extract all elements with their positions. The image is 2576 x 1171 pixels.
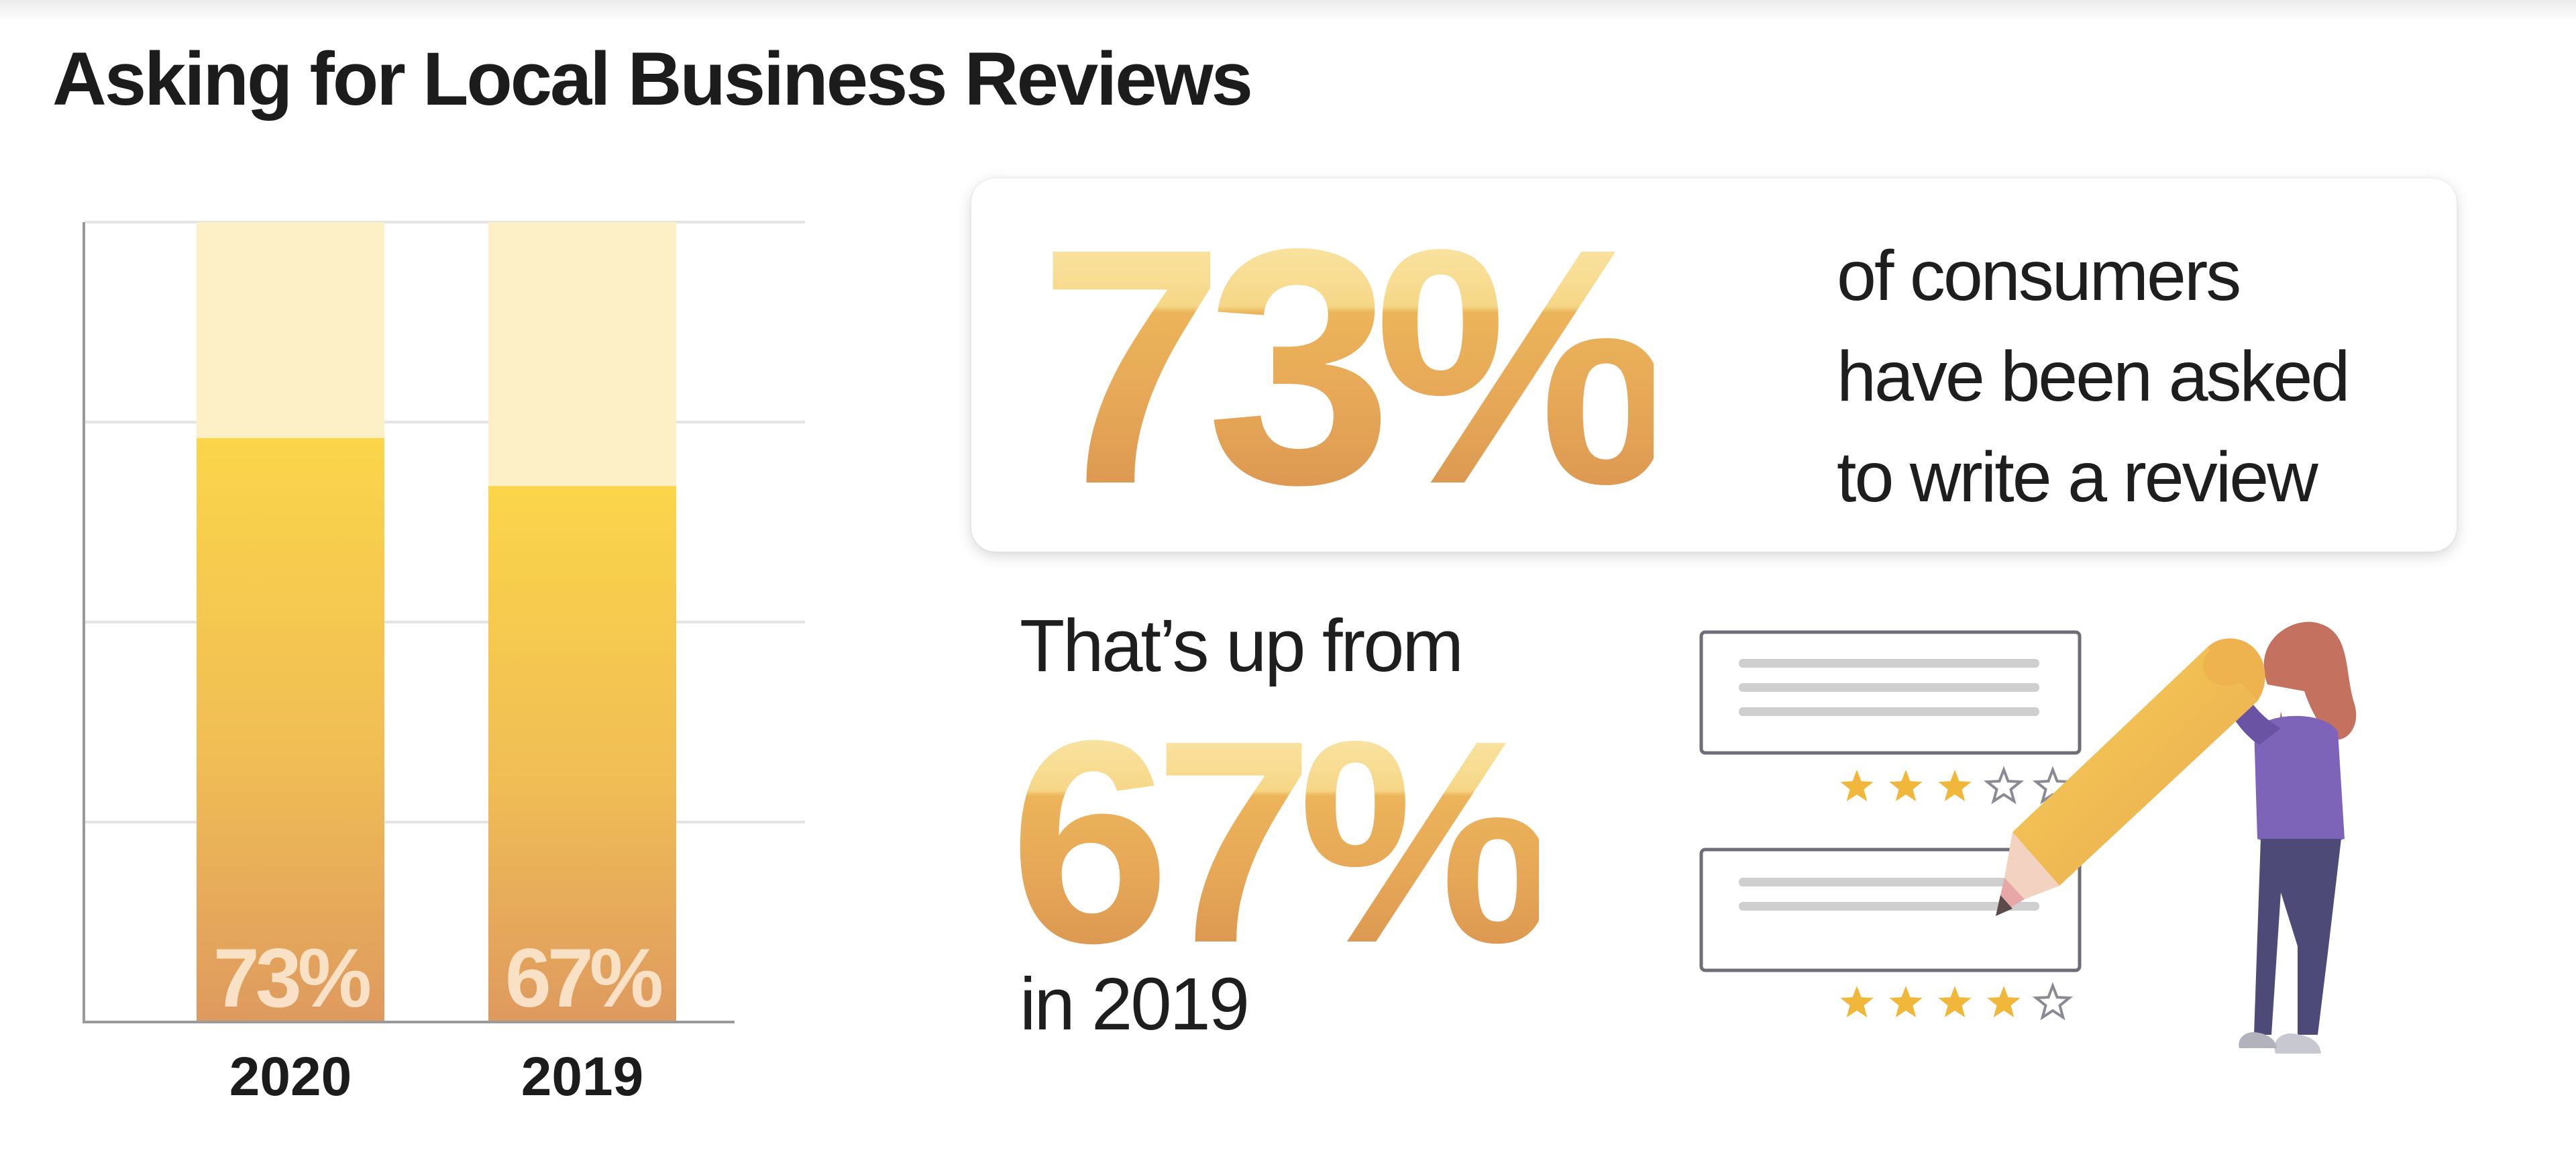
stat-big-value: 73% [1038,179,1672,554]
hand [2203,646,2249,686]
top-band [0,0,2576,23]
chart-title: Asking for Local Business Reviews [52,37,1253,121]
review-stars [1840,766,2074,805]
star-filled-icon [1889,770,1923,801]
bar-data-label: 73% [213,932,370,1025]
bar [197,438,384,1022]
x-tick-label: 2020 [229,1046,352,1107]
review-card [1699,848,2082,972]
stat-desc-line: have been asked [1837,337,2350,416]
star-filled-icon [1840,770,1874,801]
stat-desc-line: of consumers [1837,236,2241,315]
comparison-suffix: in 2019 [1020,963,1250,1046]
star-filled-icon [1987,986,2021,1017]
star-empty-icon [2032,982,2074,1021]
bar [488,486,676,1022]
stat-description: of consumers have been asked to write a … [1837,225,2350,527]
review-card [1699,630,2082,755]
star-empty-icon [1983,766,2025,805]
star-filled-icon [1938,986,1972,1017]
x-tick-label: 2019 [521,1046,643,1107]
star-filled-icon [1938,770,1972,801]
person-writing-review-icon [1699,621,2357,1054]
bar-chart: 73% 67% 2020 2019 [83,221,805,1107]
star-filled-icon [1889,986,1923,1017]
stat-card: 73% of consumers have been asked to writ… [971,179,2457,552]
comparison-prefix: That’s up from [1020,605,1464,687]
comparison-big-value: 67% [1010,681,1555,1003]
review-stars [1840,982,2074,1021]
stat-desc-line: to write a review [1837,438,2318,517]
star-filled-icon [1840,986,1874,1017]
bar-data-label: 67% [505,932,661,1025]
